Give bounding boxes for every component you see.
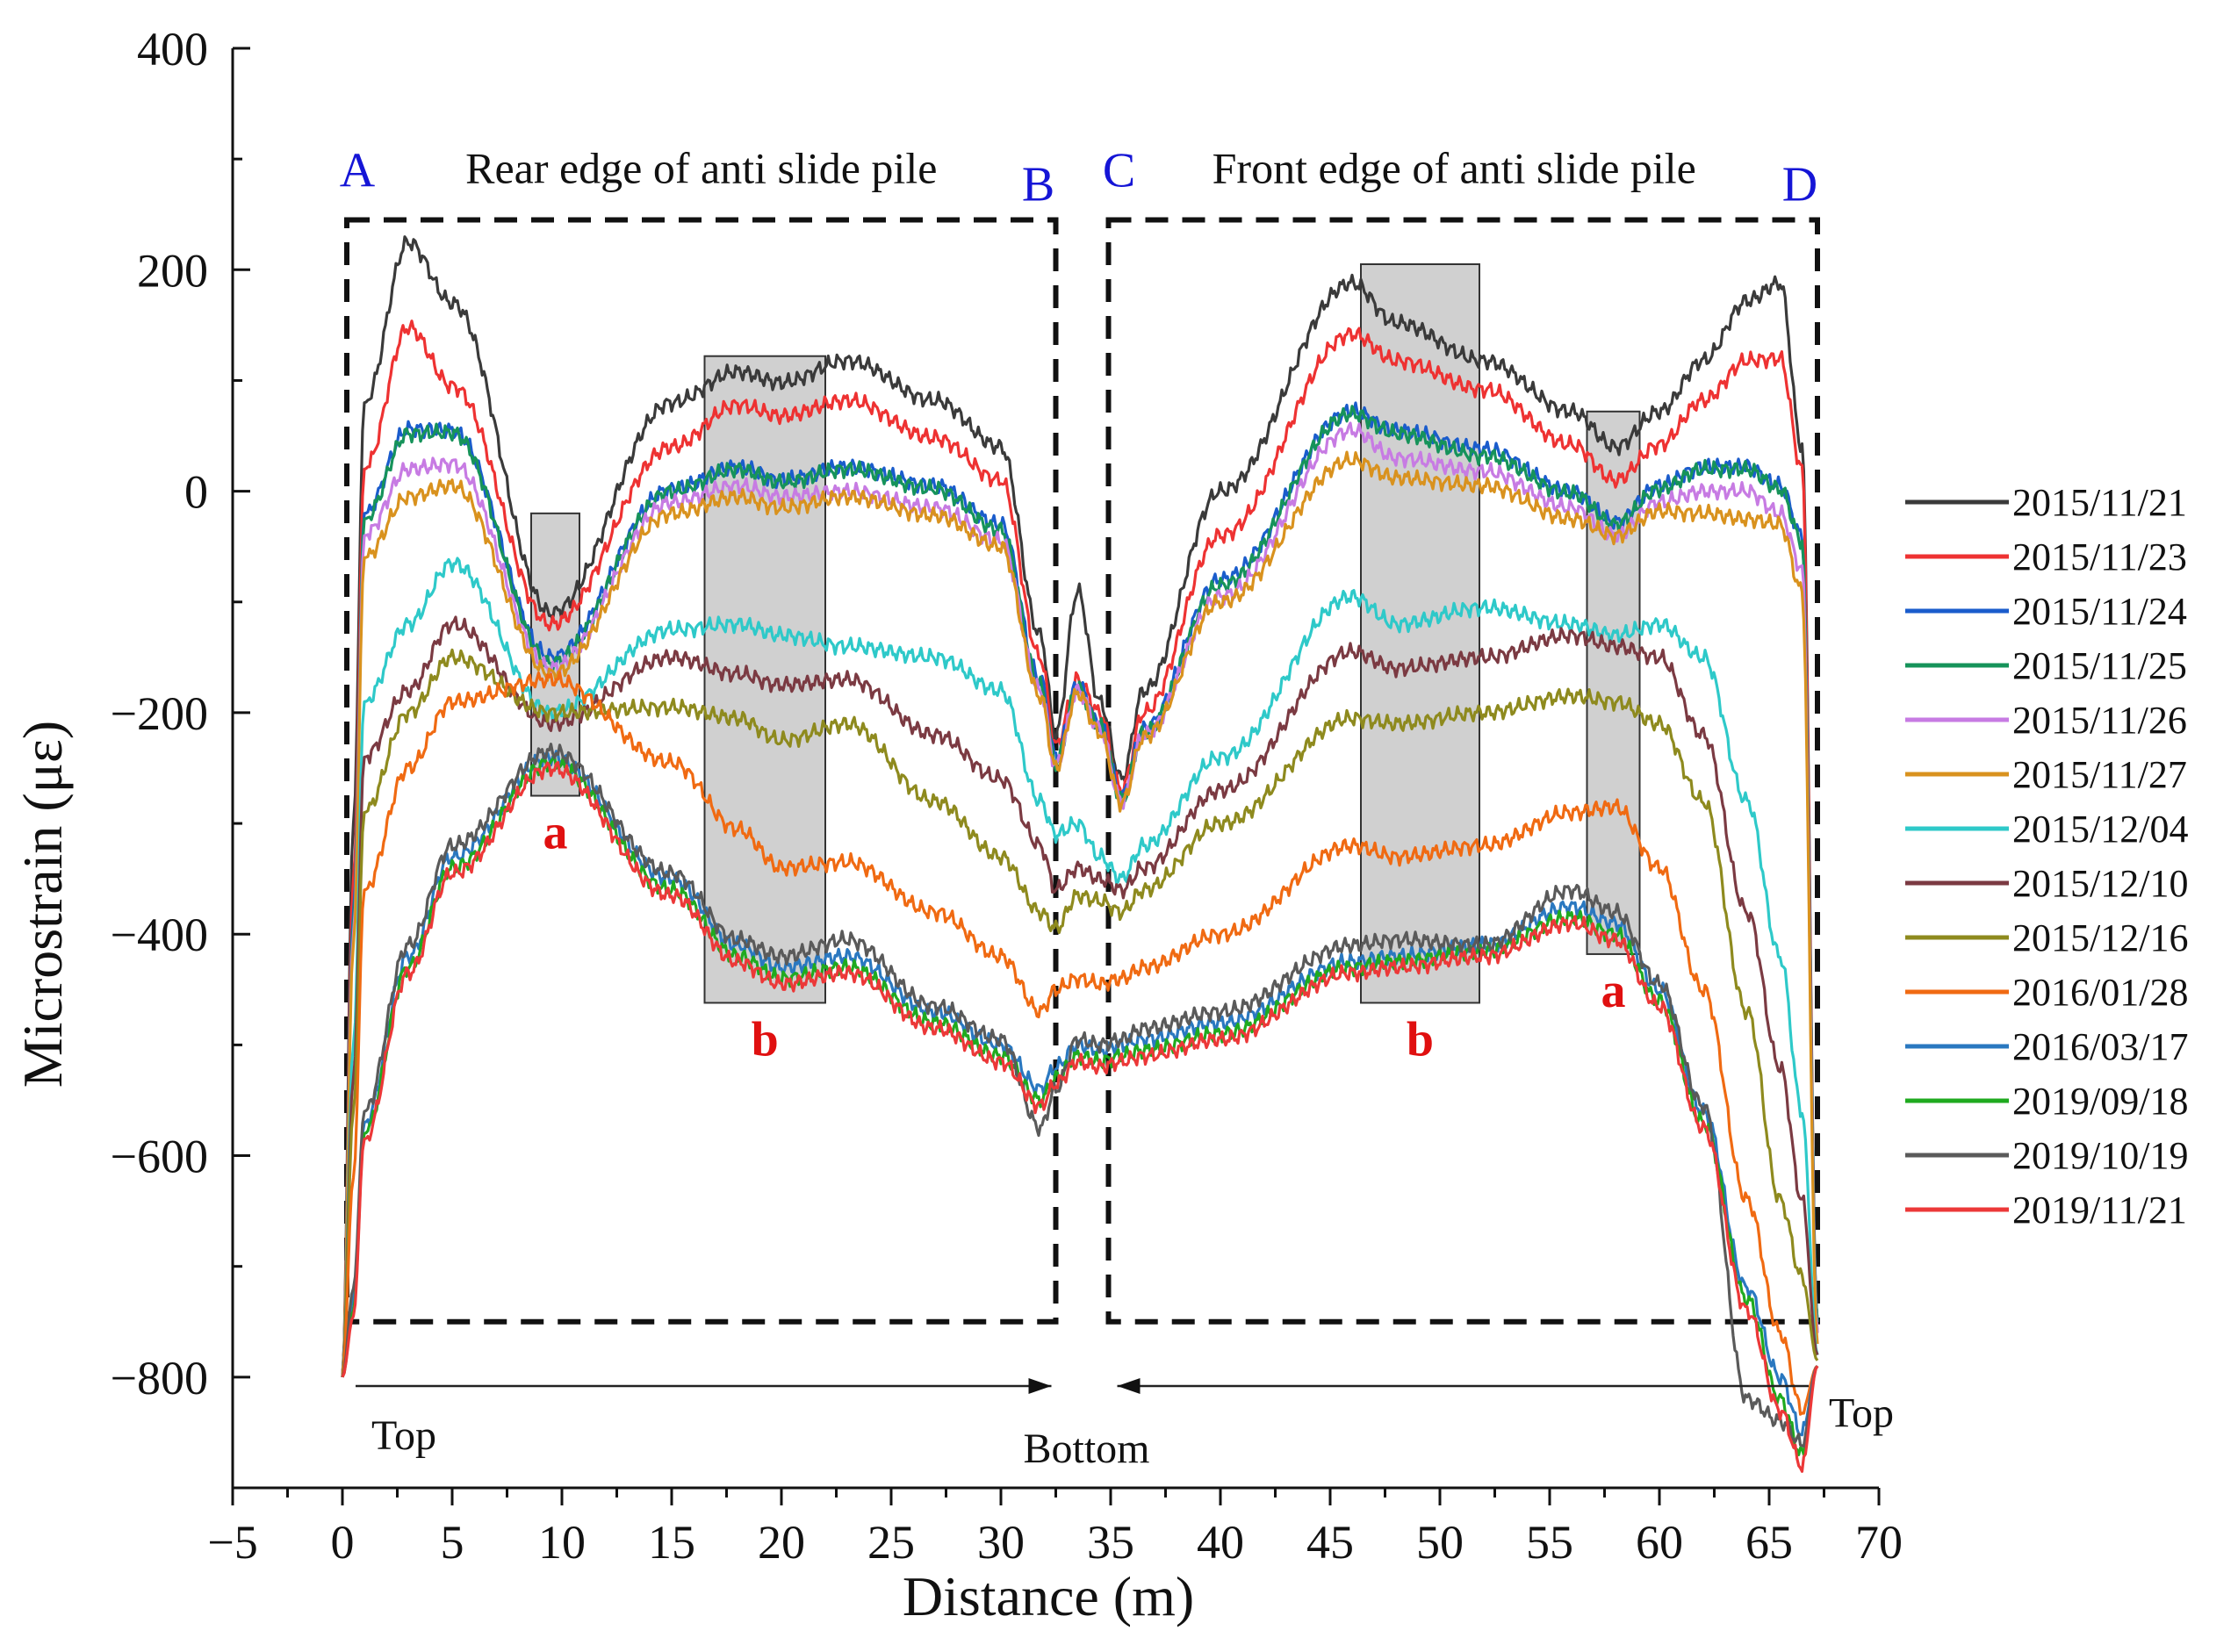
x-tick-label: 65 [1745,1516,1793,1569]
region-end-letter: D [1782,158,1817,212]
regions-layer [344,217,1820,1325]
series-line [341,761,1819,1473]
y-tick-label: −200 [111,687,208,740]
x-tick-label: 0 [331,1516,355,1569]
series-line [341,235,1819,1377]
series-line [341,557,1819,1377]
region-end-letter: B [1022,158,1054,212]
zone-letter: a [543,806,568,860]
x-axis-title: Distance (m) [903,1565,1194,1627]
legend-label: 2015/11/27 [2012,753,2187,796]
y-tick-label: −400 [111,909,208,961]
legend-label: 2015/12/16 [2012,916,2188,959]
x-tick-label: 40 [1197,1516,1244,1569]
legend-label: 2015/11/21 [2012,481,2187,524]
region-start-letter: A [340,144,376,198]
zone-b-box [1360,263,1480,1004]
x-tick-label: 55 [1526,1516,1573,1569]
legend-label: 2015/11/25 [2012,644,2187,687]
x-tick-label: 60 [1636,1516,1683,1569]
region-1-dashed-box [344,217,1059,1325]
zone-letter: b [752,1012,779,1067]
x-tick-label: 5 [441,1516,464,1569]
y-tick-label: −600 [111,1131,208,1183]
legend: 2015/11/21 2015/11/23 2015/11/24 2015/11/25… [1905,481,2188,1232]
legend-label: 2015/12/04 [2012,808,2188,851]
zone-letter: a [1601,964,1626,1018]
x-tick-label: 50 [1416,1516,1464,1569]
top-label: Top [1829,1390,1894,1437]
arrow-head-left [1117,1377,1141,1394]
legend-label: 2019/09/18 [2012,1080,2188,1123]
x-tick-label: −5 [207,1516,257,1569]
x-tick-label: 15 [648,1516,695,1569]
legend-label: 2015/11/26 [2012,699,2187,742]
legend-label: 2016/03/17 [2012,1025,2188,1068]
y-tick-label: 0 [184,466,208,519]
x-tick-label: 20 [758,1516,805,1569]
x-tick-label: 10 [538,1516,586,1569]
axes-layer: −5 0 5 10 15 20 25 30 35 40 45 50 55 60 65 70 400 200 0 −20… [111,23,1903,1569]
region-title: Front edge of anti slide pile [1213,144,1696,193]
x-tick-label: 45 [1306,1516,1354,1569]
zone-a-box [1586,410,1641,955]
series-line [341,671,1819,1416]
series-line [341,743,1819,1448]
legend-label: 2015/11/23 [2012,535,2187,578]
series-line [341,450,1819,1377]
legend-label: 2015/11/24 [2012,590,2187,633]
x-tick-label: 25 [867,1516,915,1569]
legend-label: 2019/10/19 [2012,1134,2188,1177]
top-label: Top [371,1412,436,1459]
series-line [341,648,1819,1377]
legend-label: 2019/11/21 [2012,1189,2187,1232]
bottom-label: Bottom [1023,1426,1149,1472]
series-line [341,405,1819,1377]
y-tick-label: −800 [111,1352,208,1404]
region-start-letter: C [1103,144,1135,198]
region-title: Rear edge of anti slide pile [465,144,937,193]
y-tick-label: 200 [137,244,208,297]
arrow-head-right [1028,1377,1052,1394]
zone-letter: b [1407,1012,1434,1067]
y-tick-label: 400 [137,23,208,75]
y-axis-title: Microstrain (με) [11,721,74,1088]
legend-label: 2016/01/28 [2012,971,2188,1014]
series-layer [341,235,1819,1473]
x-tick-label: 70 [1855,1516,1903,1569]
legend-label: 2015/12/10 [2012,862,2188,905]
region-2-dashed-box [1105,217,1820,1325]
series-line [341,615,1819,1377]
annotation-layer: A B Rear edge of anti slide pile C D Front ed… [340,144,1894,1472]
x-tick-label: 30 [977,1516,1025,1569]
x-tick-label: 35 [1087,1516,1134,1569]
